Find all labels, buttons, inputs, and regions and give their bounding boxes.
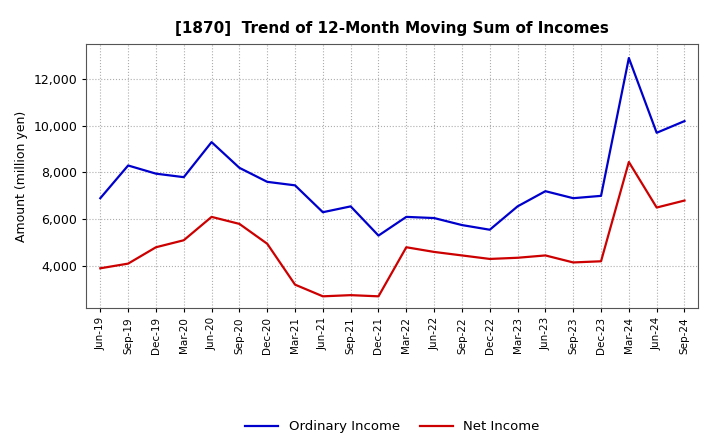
Legend: Ordinary Income, Net Income: Ordinary Income, Net Income bbox=[240, 415, 545, 439]
Ordinary Income bbox=[346, 204, 355, 209]
Ordinary Income bbox=[430, 216, 438, 221]
Net Income bbox=[430, 249, 438, 255]
Line: Ordinary Income: Ordinary Income bbox=[100, 58, 685, 235]
Ordinary Income bbox=[374, 233, 383, 238]
Net Income bbox=[513, 255, 522, 260]
Ordinary Income bbox=[263, 179, 271, 184]
Net Income bbox=[680, 198, 689, 203]
Ordinary Income bbox=[207, 139, 216, 145]
Net Income bbox=[485, 256, 494, 261]
Net Income bbox=[207, 214, 216, 220]
Net Income bbox=[263, 241, 271, 246]
Net Income bbox=[235, 221, 243, 227]
Net Income bbox=[541, 253, 550, 258]
Net Income bbox=[179, 238, 188, 243]
Ordinary Income bbox=[318, 209, 327, 215]
Y-axis label: Amount (million yen): Amount (million yen) bbox=[15, 110, 28, 242]
Ordinary Income bbox=[235, 165, 243, 170]
Ordinary Income bbox=[96, 195, 104, 201]
Ordinary Income bbox=[124, 163, 132, 168]
Net Income bbox=[152, 245, 161, 250]
Net Income bbox=[374, 293, 383, 299]
Ordinary Income bbox=[680, 118, 689, 124]
Net Income bbox=[402, 245, 410, 250]
Net Income bbox=[597, 259, 606, 264]
Ordinary Income bbox=[458, 223, 467, 228]
Ordinary Income bbox=[179, 175, 188, 180]
Ordinary Income bbox=[485, 227, 494, 232]
Net Income bbox=[624, 159, 633, 165]
Ordinary Income bbox=[597, 193, 606, 198]
Net Income bbox=[318, 293, 327, 299]
Net Income bbox=[652, 205, 661, 210]
Ordinary Income bbox=[541, 189, 550, 194]
Net Income bbox=[124, 261, 132, 266]
Net Income bbox=[291, 282, 300, 287]
Line: Net Income: Net Income bbox=[100, 162, 685, 296]
Net Income bbox=[96, 266, 104, 271]
Net Income bbox=[569, 260, 577, 265]
Net Income bbox=[346, 293, 355, 298]
Ordinary Income bbox=[152, 171, 161, 176]
Ordinary Income bbox=[652, 130, 661, 136]
Ordinary Income bbox=[513, 204, 522, 209]
Ordinary Income bbox=[402, 214, 410, 220]
Ordinary Income bbox=[569, 195, 577, 201]
Title: [1870]  Trend of 12-Month Moving Sum of Incomes: [1870] Trend of 12-Month Moving Sum of I… bbox=[176, 21, 609, 36]
Ordinary Income bbox=[291, 183, 300, 188]
Ordinary Income bbox=[624, 55, 633, 61]
Net Income bbox=[458, 253, 467, 258]
